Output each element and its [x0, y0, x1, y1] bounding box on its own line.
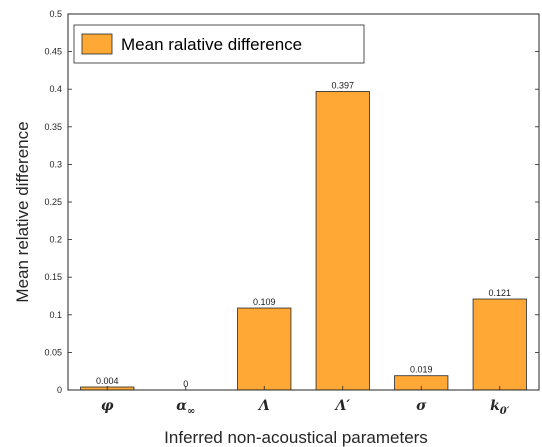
legend: Mean ralative difference: [73, 24, 365, 64]
legend-box: [73, 24, 365, 64]
x-tick-label: k0′: [490, 398, 510, 417]
x-tick-label: α∞: [176, 398, 195, 417]
y-tick-label: 0.25: [44, 197, 62, 207]
y-tick-label: 0.3: [49, 159, 62, 169]
bars-group: [80, 91, 527, 391]
data-label: 0: [183, 379, 188, 389]
y-tick-label: 0.1: [49, 310, 62, 320]
x-tick-label: Λ: [257, 398, 270, 414]
x-tick-label: Λ′: [333, 398, 350, 414]
data-label: 0.121: [488, 288, 511, 298]
data-label: 0.019: [410, 365, 433, 375]
data-label: 0.004: [96, 376, 119, 386]
data-label: 0.109: [253, 297, 276, 307]
data-label: 0.397: [331, 80, 354, 90]
y-axis-ticks: 0 0.05 0.1 0.15 0.2 0.25 0.3 0.35 0.4 0.45 0.5: [44, 9, 539, 395]
bar: [472, 298, 527, 391]
plot-frame: [67, 13, 540, 391]
y-tick-label: 0: [57, 385, 62, 395]
legend-entry: Mean ralative difference: [121, 35, 302, 54]
y-tick-label: 0.45: [44, 47, 62, 57]
x-axis-label: Inferred non-acoustical parameters: [164, 428, 428, 447]
y-tick-label: 0.35: [44, 122, 62, 132]
x-axis-ticks: φ α∞ Λ Λ′ σ k0′: [101, 386, 510, 417]
x-tick-label: σ: [416, 398, 427, 414]
bar: [315, 91, 370, 391]
data-labels: 0.004 0 0.109 0.397 0.019 0.121: [96, 80, 511, 389]
y-tick-label: 0.15: [44, 272, 62, 282]
legend-swatch: [81, 33, 113, 55]
y-tick-label: 0.05: [44, 347, 62, 357]
y-tick-label: 0.2: [49, 235, 62, 245]
y-axis-label: Mean relative difference: [13, 121, 32, 302]
y-tick-label: 0.4: [49, 84, 62, 94]
x-tick-label: φ: [101, 398, 114, 414]
bar: [237, 307, 292, 391]
y-tick-label: 0.5: [49, 9, 62, 19]
